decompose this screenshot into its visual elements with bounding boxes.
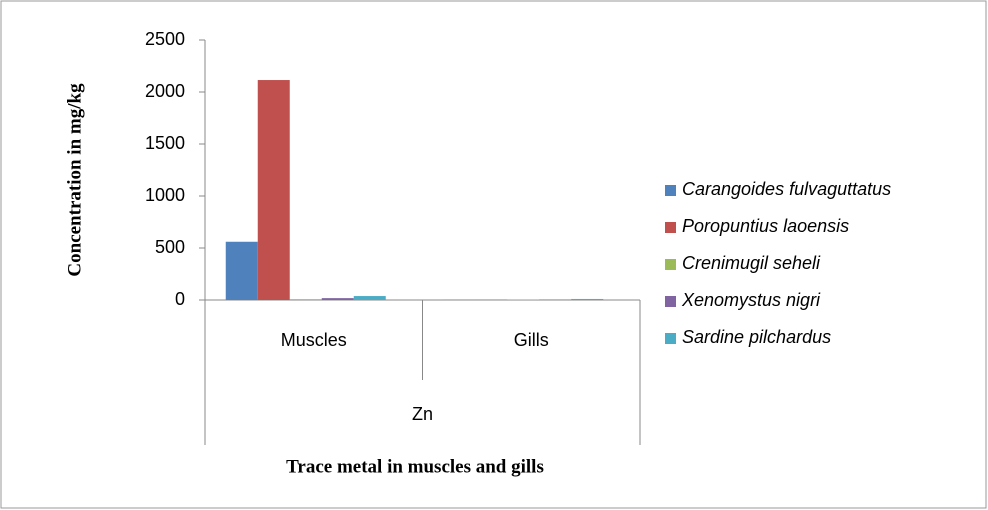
bar <box>289 299 322 300</box>
legend-swatch <box>665 222 676 233</box>
y-tick-label: 1500 <box>145 133 185 153</box>
legend-label: Carangoides fulvaguttatus <box>682 179 891 199</box>
x-tick-label: Muscles <box>281 330 347 350</box>
category-group-label: Zn <box>412 404 433 424</box>
legend-swatch <box>665 259 676 270</box>
bar <box>257 80 290 300</box>
legend-label: Xenomystus nigri <box>681 290 821 310</box>
y-axis-title: Concentration in mg/kg <box>64 83 85 277</box>
y-tick-label: 1000 <box>145 185 185 205</box>
y-tick-label: 2000 <box>145 81 185 101</box>
bar <box>321 298 354 300</box>
y-tick-label: 2500 <box>145 29 185 49</box>
y-tick-label: 500 <box>155 237 185 257</box>
legend-swatch <box>665 333 676 344</box>
legend-swatch <box>665 185 676 196</box>
legend-label: Crenimugil seheli <box>682 253 821 273</box>
bar <box>353 296 386 300</box>
legend-label: Sardine pilchardus <box>682 327 831 347</box>
x-axis-title: Trace metal in muscles and gills <box>286 456 544 477</box>
x-tick-label: Gills <box>514 330 549 350</box>
bar <box>225 241 258 300</box>
legend-label: Poropuntius laoensis <box>682 216 849 236</box>
y-tick-label: 0 <box>175 289 185 309</box>
bar <box>571 298 604 300</box>
legend-swatch <box>665 296 676 307</box>
